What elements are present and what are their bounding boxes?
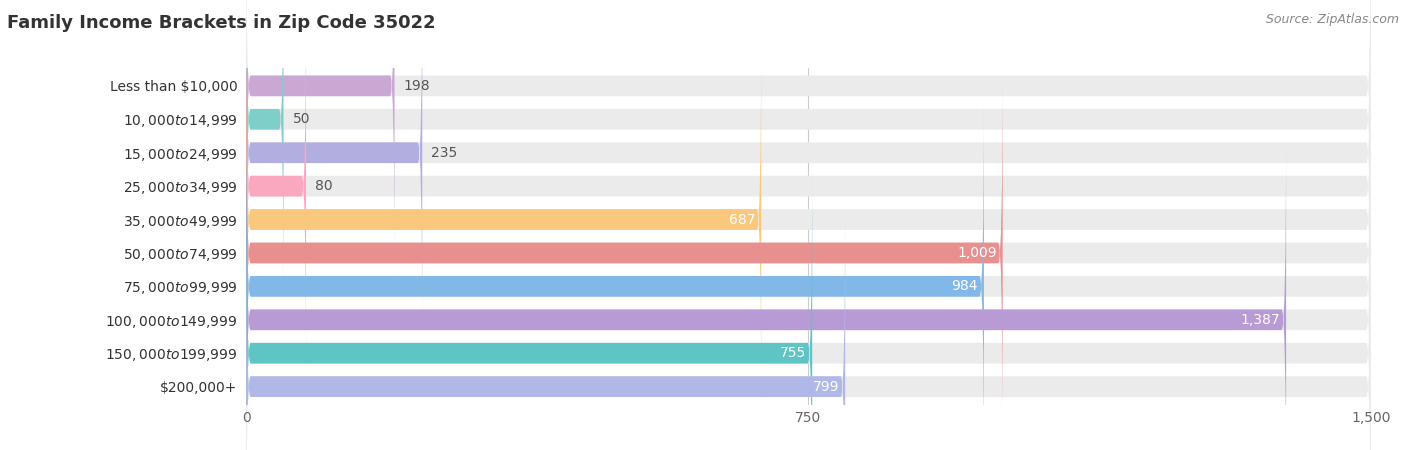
FancyBboxPatch shape xyxy=(246,0,1371,311)
FancyBboxPatch shape xyxy=(246,95,984,450)
FancyBboxPatch shape xyxy=(246,128,1286,450)
Text: 984: 984 xyxy=(952,279,979,293)
FancyBboxPatch shape xyxy=(246,162,1371,450)
FancyBboxPatch shape xyxy=(246,95,1371,450)
FancyBboxPatch shape xyxy=(246,0,284,311)
FancyBboxPatch shape xyxy=(246,195,845,450)
FancyBboxPatch shape xyxy=(246,61,1371,445)
FancyBboxPatch shape xyxy=(246,28,761,411)
FancyBboxPatch shape xyxy=(246,128,1371,450)
FancyBboxPatch shape xyxy=(246,0,1371,278)
FancyBboxPatch shape xyxy=(246,0,395,278)
FancyBboxPatch shape xyxy=(246,0,1371,378)
FancyBboxPatch shape xyxy=(246,28,1371,411)
Text: 687: 687 xyxy=(728,212,755,226)
FancyBboxPatch shape xyxy=(246,61,1002,445)
Text: 1,009: 1,009 xyxy=(957,246,997,260)
FancyBboxPatch shape xyxy=(246,0,422,344)
Text: Family Income Brackets in Zip Code 35022: Family Income Brackets in Zip Code 35022 xyxy=(7,14,436,32)
FancyBboxPatch shape xyxy=(246,195,1371,450)
Text: 198: 198 xyxy=(404,79,430,93)
Text: 50: 50 xyxy=(292,112,311,126)
FancyBboxPatch shape xyxy=(246,162,813,450)
Text: Source: ZipAtlas.com: Source: ZipAtlas.com xyxy=(1265,14,1399,27)
Text: 799: 799 xyxy=(813,380,839,394)
Text: 235: 235 xyxy=(432,146,457,160)
FancyBboxPatch shape xyxy=(246,0,1371,344)
Text: 1,387: 1,387 xyxy=(1240,313,1279,327)
FancyBboxPatch shape xyxy=(246,0,307,378)
Text: 80: 80 xyxy=(315,179,333,193)
Text: 755: 755 xyxy=(780,346,806,360)
